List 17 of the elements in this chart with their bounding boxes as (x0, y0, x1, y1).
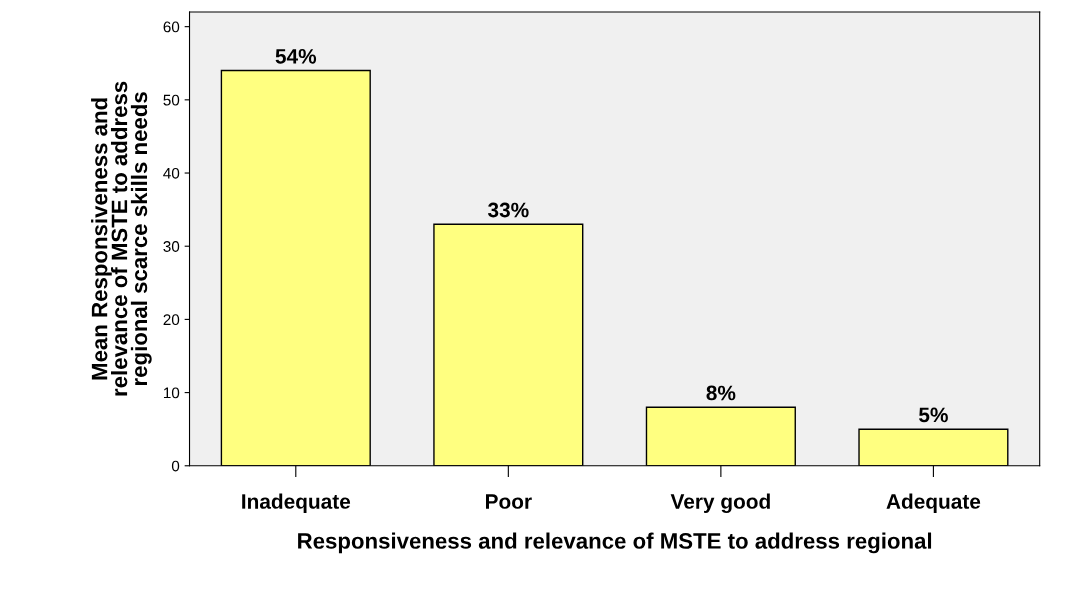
x-tick-label: Very good (670, 493, 770, 514)
data-label: 5% (919, 407, 948, 423)
y-tick-label: 40 (163, 167, 180, 179)
y-tick-label: 30 (163, 241, 180, 252)
y-axis-title: Mean Responsiveness and relevance of MSTE to address regional scarce skills needs (91, 81, 152, 396)
y-tick-label: 0 (171, 460, 180, 472)
y-tick-label: 60 (163, 21, 180, 33)
data-label: 8% (706, 385, 736, 401)
y-tick-label: 50 (163, 94, 180, 106)
data-label: 54% (275, 48, 317, 64)
x-tick-label: Poor (486, 494, 532, 509)
y-tick-label: 10 (163, 387, 180, 399)
x-tick-label: Adequate (886, 493, 981, 513)
x-tick-label: Inadequate (242, 493, 351, 513)
data-label: 33% (487, 202, 529, 218)
x-axis-title: Responsiveness and relevance of MSTE to address regional (298, 532, 932, 554)
y-tick-label: 20 (163, 314, 180, 326)
